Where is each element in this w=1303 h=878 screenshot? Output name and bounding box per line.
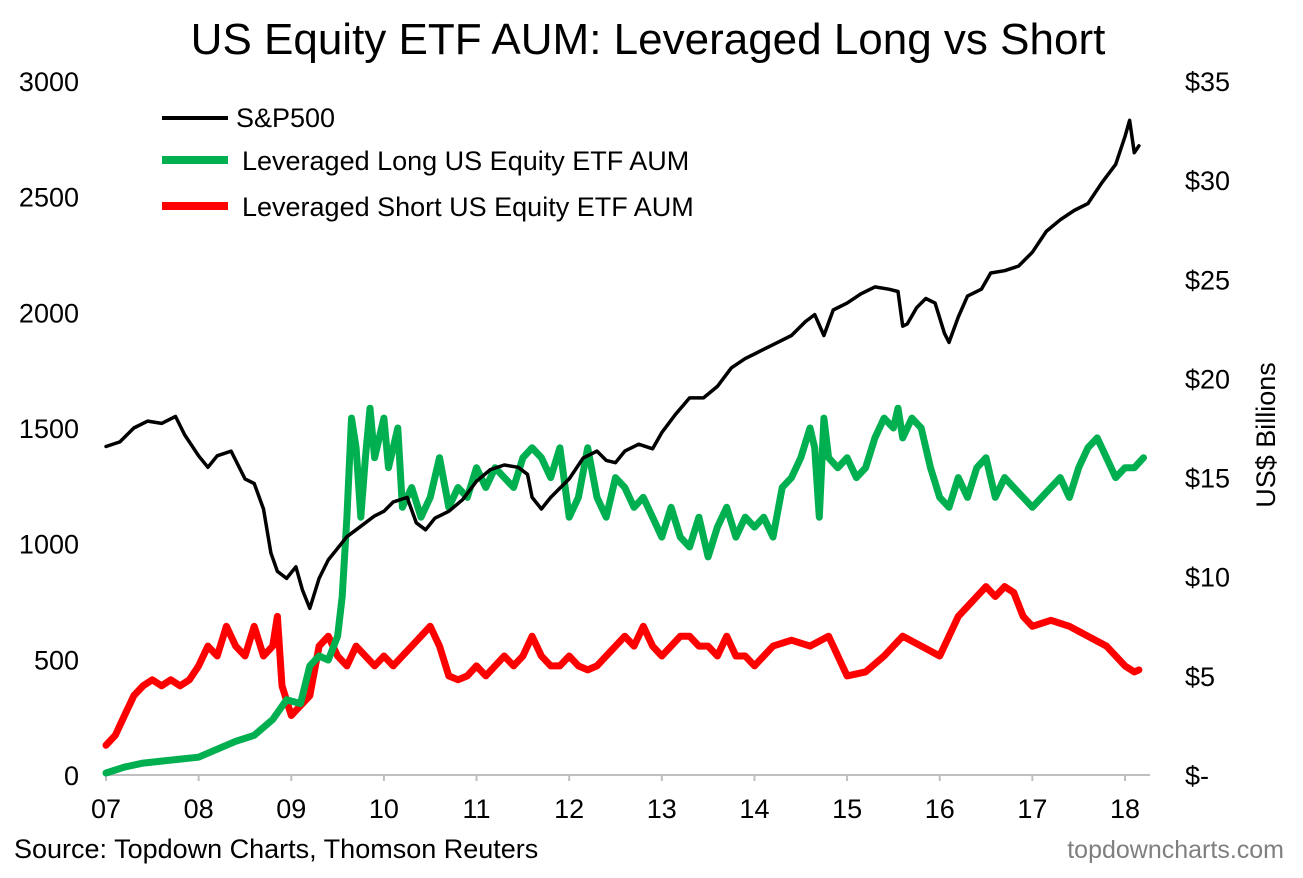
y-axis-right: $- $5 $10 $15 $20 $25 $30 $35 (1185, 67, 1230, 791)
y-left-tick-label: 0 (64, 761, 79, 791)
series-layer (102, 118, 1147, 777)
x-tick-label: 08 (184, 794, 214, 824)
x-tick-label: 16 (925, 794, 955, 824)
y-right-tick-label: $10 (1185, 563, 1230, 593)
y-right-tick-label: $20 (1185, 364, 1230, 394)
y-axis-right-label: US$ Billions (1251, 362, 1281, 508)
y-right-tick-label: $30 (1185, 166, 1230, 196)
y-axis-left: 0 500 1000 1500 2000 2500 3000 (19, 67, 79, 791)
y-left-tick-label: 3000 (19, 67, 79, 97)
x-tick-label: 10 (369, 794, 399, 824)
source-note: Source: Topdown Charts, Thomson Reuters (14, 834, 538, 864)
x-axis: 07 08 09 10 11 12 13 14 15 16 17 18 (91, 775, 1140, 824)
y-left-tick-label: 2000 (19, 298, 79, 328)
y-right-tick-label: $- (1185, 761, 1209, 791)
x-tick-label: 12 (554, 794, 584, 824)
chart-title: US Equity ETF AUM: Leveraged Long vs Sho… (191, 15, 1106, 64)
x-tick-label: 07 (91, 794, 121, 824)
x-tick-label: 11 (463, 794, 491, 824)
y-left-tick-label: 1500 (19, 414, 79, 444)
x-tick-label: 14 (739, 794, 769, 824)
y-left-tick-label: 2500 (19, 183, 79, 213)
series-line-leveraged-long (102, 404, 1147, 777)
legend-label-long: Leveraged Long US Equity ETF AUM (242, 146, 689, 176)
y-right-tick-label: $35 (1185, 67, 1230, 97)
x-tick-label: 18 (1110, 794, 1140, 824)
y-left-tick-label: 500 (34, 645, 79, 675)
legend: S&P500 Leveraged Long US Equity ETF AUM … (162, 103, 694, 222)
watermark-text: topdowncharts.com (1067, 836, 1284, 864)
legend-label-short: Leveraged Short US Equity ETF AUM (242, 192, 694, 222)
series-line-leveraged-short (102, 583, 1143, 749)
x-tick-label: 13 (647, 794, 677, 824)
x-tick-label: 15 (832, 794, 862, 824)
x-tick-label: 17 (1017, 794, 1047, 824)
y-right-tick-label: $15 (1185, 464, 1230, 494)
x-tick-label: 09 (276, 794, 306, 824)
y-left-tick-label: 1000 (19, 530, 79, 560)
y-right-tick-label: $25 (1185, 265, 1230, 295)
legend-label-sp500: S&P500 (236, 103, 335, 133)
y-right-tick-label: $5 (1185, 662, 1215, 692)
series-line-sp500 (104, 118, 1141, 611)
